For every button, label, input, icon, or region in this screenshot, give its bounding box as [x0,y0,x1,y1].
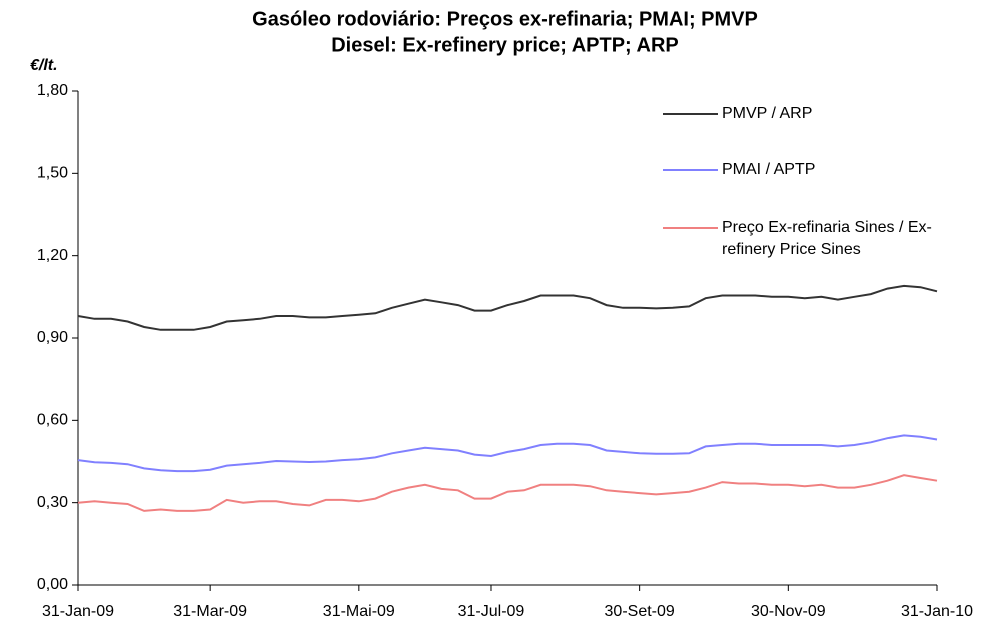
y-tick-label: 1,80 [37,82,68,99]
x-tick-label: 31-Jan-09 [42,603,114,620]
x-tick-label: 31-Jan-10 [901,603,973,620]
chart-title: Gasóleo rodoviário: Preços ex-refinaria;… [252,8,758,30]
x-tick-label: 30-Set-09 [605,603,675,620]
y-axis-label: €/lt. [30,57,58,74]
legend-label: PMAI / APTP [722,161,816,178]
x-tick-label: 31-Mai-09 [323,603,395,620]
series-line [77,434,938,473]
legend-label: Preço Ex-refinaria Sines / Ex-refinery P… [722,219,932,258]
x-tick-label: 30-Nov-09 [751,603,826,620]
y-tick-label: 0,00 [37,576,68,593]
y-tick-label: 0,30 [37,494,68,511]
y-tick-label: 0,60 [37,412,68,429]
series-line [77,474,938,512]
legend-label: PMVP / ARP [722,105,813,122]
x-tick-label: 31-Mar-09 [173,603,247,620]
y-tick-label: 1,20 [37,247,68,264]
y-tick-label: 0,90 [37,329,68,346]
y-tick-label: 1,50 [37,165,68,182]
chart-subtitle: Diesel: Ex-refinery price; APTP; ARP [331,34,679,56]
series-line [77,284,938,331]
x-tick-label: 31-Jul-09 [458,603,525,620]
